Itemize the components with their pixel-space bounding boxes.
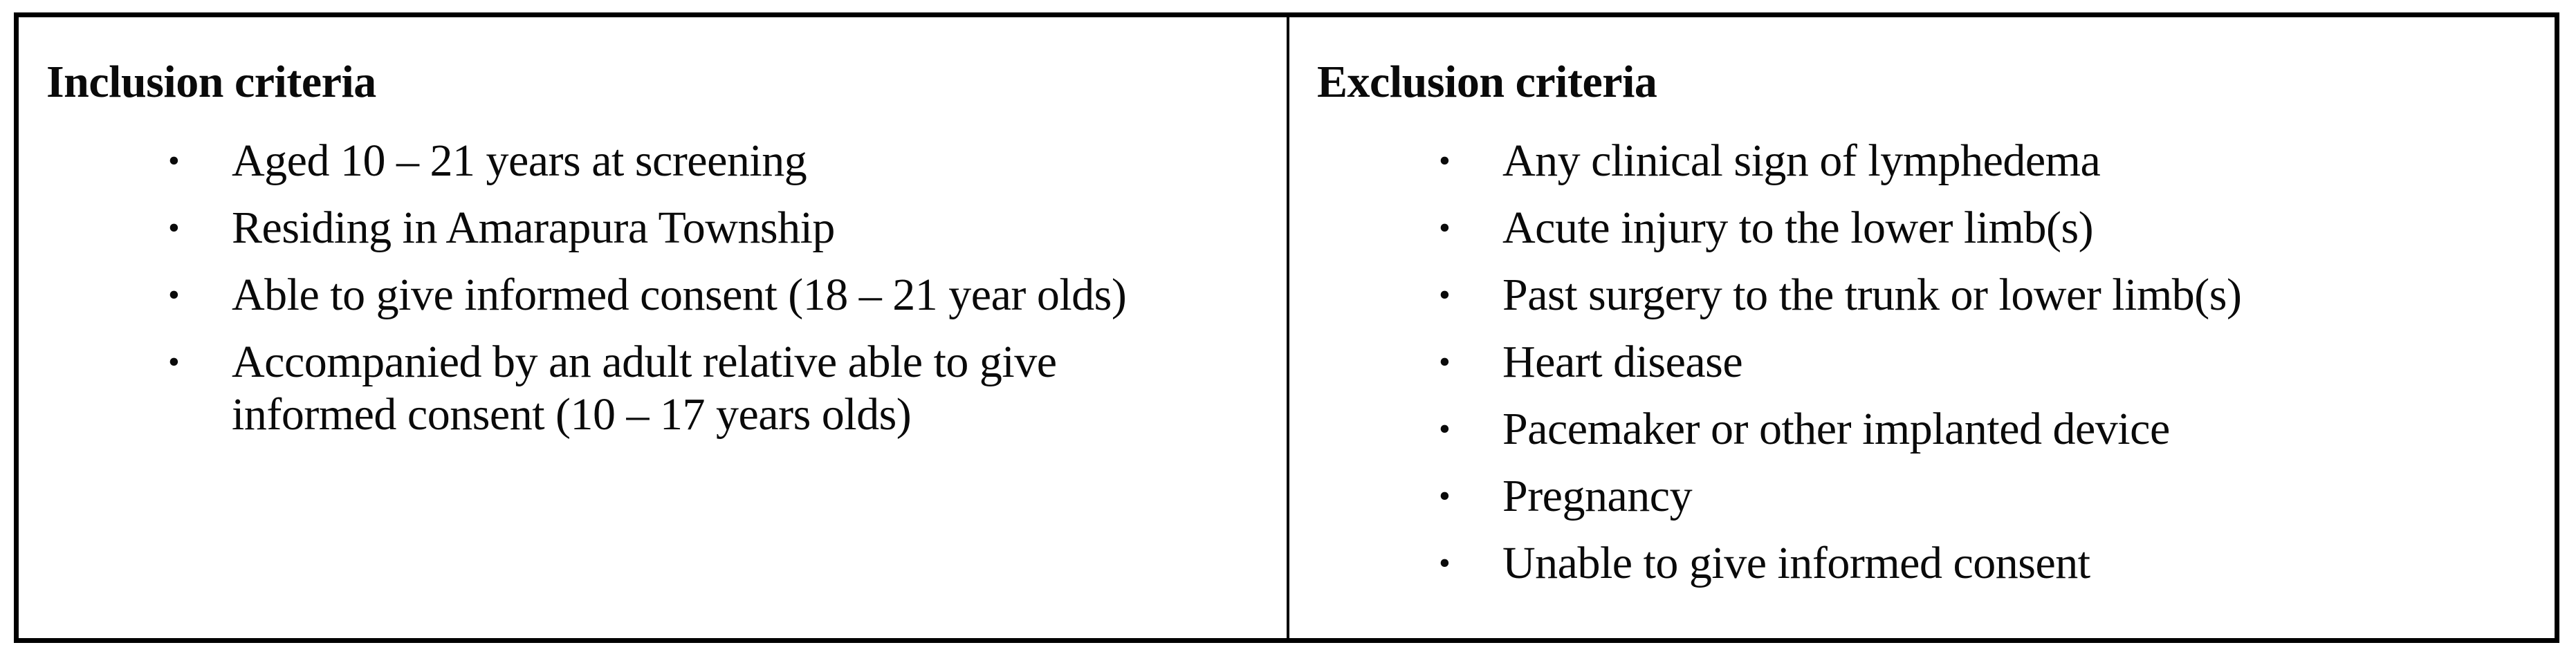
bullet-icon: •: [1439, 209, 1451, 246]
bullet-icon: •: [1439, 545, 1451, 581]
list-item-text: Pregnancy: [1502, 471, 1693, 521]
bullet-icon: •: [1439, 411, 1451, 447]
list-item: • Any clinical sign of lymphedema: [1439, 135, 2492, 187]
list-item: • Pacemaker or other implanted device: [1439, 403, 2492, 456]
list-item-text: Aged 10 – 21 years at screening: [232, 136, 807, 186]
list-item: • Accompanied by an adult relative able …: [168, 336, 1221, 441]
list-item: • Heart disease: [1439, 336, 2492, 389]
list-item: • Pregnancy: [1439, 470, 2492, 523]
list-item-text: Heart disease: [1502, 337, 1743, 387]
list-item: • Aged 10 – 21 years at screening: [168, 135, 1221, 187]
exclusion-list: • Any clinical sign of lymphedema • Acut…: [1317, 135, 2555, 590]
bullet-icon: •: [1439, 142, 1451, 179]
list-item-text: Residing in Amarapura Township: [232, 203, 835, 253]
inclusion-list: • Aged 10 – 21 years at screening • Resi…: [46, 135, 1287, 441]
bullet-icon: •: [168, 344, 180, 380]
list-item: • Residing in Amarapura Township: [168, 202, 1221, 254]
bullet-icon: •: [1439, 277, 1451, 313]
list-item: • Able to give informed consent (18 – 21…: [168, 269, 1221, 321]
list-item-text: Able to give informed consent (18 – 21 y…: [232, 270, 1127, 320]
list-item: • Past surgery to the trunk or lower lim…: [1439, 269, 2492, 321]
bullet-icon: •: [1439, 478, 1451, 514]
bullet-icon: •: [168, 142, 180, 179]
list-item-text: Acute injury to the lower limb(s): [1502, 203, 2094, 253]
list-item-text: Any clinical sign of lymphedema: [1502, 136, 2101, 186]
list-item-text: Accompanied by an adult relative able to…: [232, 337, 1057, 440]
inclusion-header: Inclusion criteria: [46, 57, 376, 107]
bullet-icon: •: [1439, 344, 1451, 380]
bullet-icon: •: [168, 277, 180, 313]
list-item: • Unable to give informed consent: [1439, 537, 2492, 590]
criteria-table: Inclusion criteria • Aged 10 – 21 years …: [14, 12, 2559, 643]
inclusion-column: Inclusion criteria • Aged 10 – 21 years …: [19, 17, 1287, 638]
list-item-text: Past surgery to the trunk or lower limb(…: [1502, 270, 2242, 320]
exclusion-column: Exclusion criteria • Any clinical sign o…: [1287, 17, 2555, 638]
exclusion-header: Exclusion criteria: [1317, 57, 1657, 107]
list-item: • Acute injury to the lower limb(s): [1439, 202, 2492, 254]
list-item-text: Pacemaker or other implanted device: [1502, 404, 2170, 454]
list-item-text: Unable to give informed consent: [1502, 538, 2090, 588]
bullet-icon: •: [168, 209, 180, 246]
